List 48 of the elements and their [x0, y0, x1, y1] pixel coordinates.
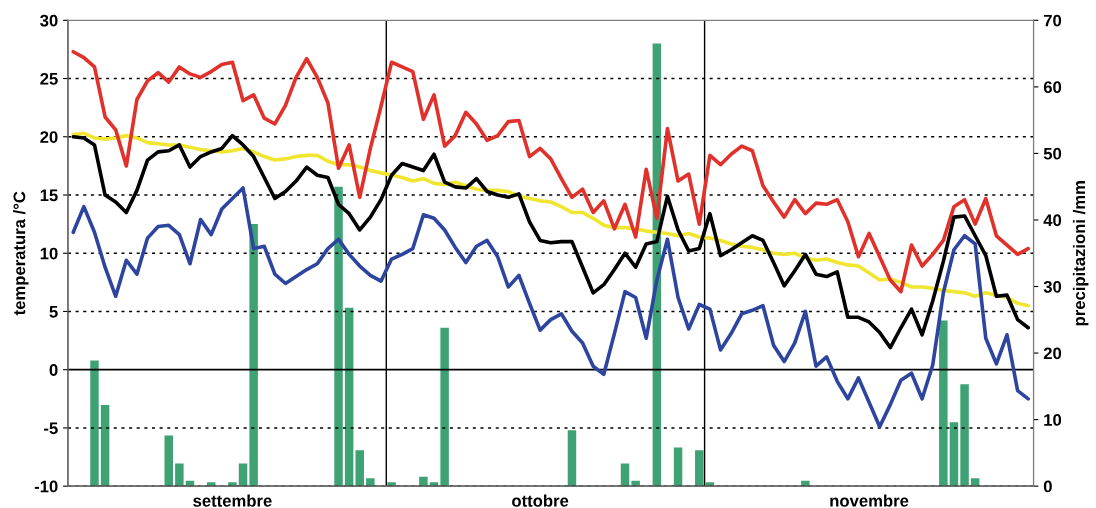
bar	[228, 482, 237, 487]
y-tick-label: 10	[40, 247, 58, 260]
bar	[344, 307, 354, 487]
bar	[366, 478, 375, 487]
y-tick-label: 15	[40, 189, 58, 202]
bar	[238, 463, 248, 487]
bar	[939, 320, 948, 487]
y2-axis-title: precipitazioni /mm	[1072, 181, 1089, 326]
bar	[100, 404, 110, 487]
y2-tick-label: 50	[1043, 147, 1062, 160]
x-tick-label: novembre	[830, 494, 909, 507]
y2-tick-label: 70	[1043, 14, 1062, 27]
y-tick-label: 30	[40, 14, 58, 27]
y2-tick-label: 10	[1044, 414, 1062, 426]
bar	[949, 422, 959, 487]
line-series	[71, 49, 1031, 294]
bar	[631, 480, 640, 487]
y2-tick-label: 20	[1043, 347, 1062, 360]
x-tick-label: ottobre	[512, 494, 569, 507]
bar	[355, 450, 364, 487]
bar	[620, 463, 630, 487]
bar	[673, 447, 683, 487]
y2-tick-label: 30	[1043, 280, 1062, 293]
bar	[387, 482, 396, 487]
bar	[419, 476, 428, 487]
bar	[695, 450, 704, 487]
y-tick-label: -5	[44, 422, 58, 435]
line-series	[71, 186, 1031, 429]
bar	[970, 478, 980, 487]
bar	[90, 360, 99, 487]
y-tick-label: -10	[34, 480, 58, 493]
bar	[334, 186, 343, 487]
bar	[175, 463, 184, 487]
bar	[249, 223, 258, 487]
bar	[801, 480, 810, 487]
bar	[164, 435, 173, 487]
y2-tick-label: 0	[1043, 480, 1052, 493]
y-tick-label: 5	[49, 306, 58, 318]
x-tick-label: settembre	[193, 494, 272, 507]
y2-tick-label: 40	[1043, 214, 1062, 227]
y-axis-title: temperatura /°C	[13, 191, 29, 316]
bar	[960, 384, 969, 487]
y-tick-label: 20	[40, 131, 58, 143]
y2-tick-label: 60	[1043, 81, 1062, 94]
bar	[567, 430, 577, 487]
y-tick-label: 0	[49, 364, 58, 376]
bar	[440, 327, 449, 487]
y-tick-label: 25	[40, 72, 58, 85]
